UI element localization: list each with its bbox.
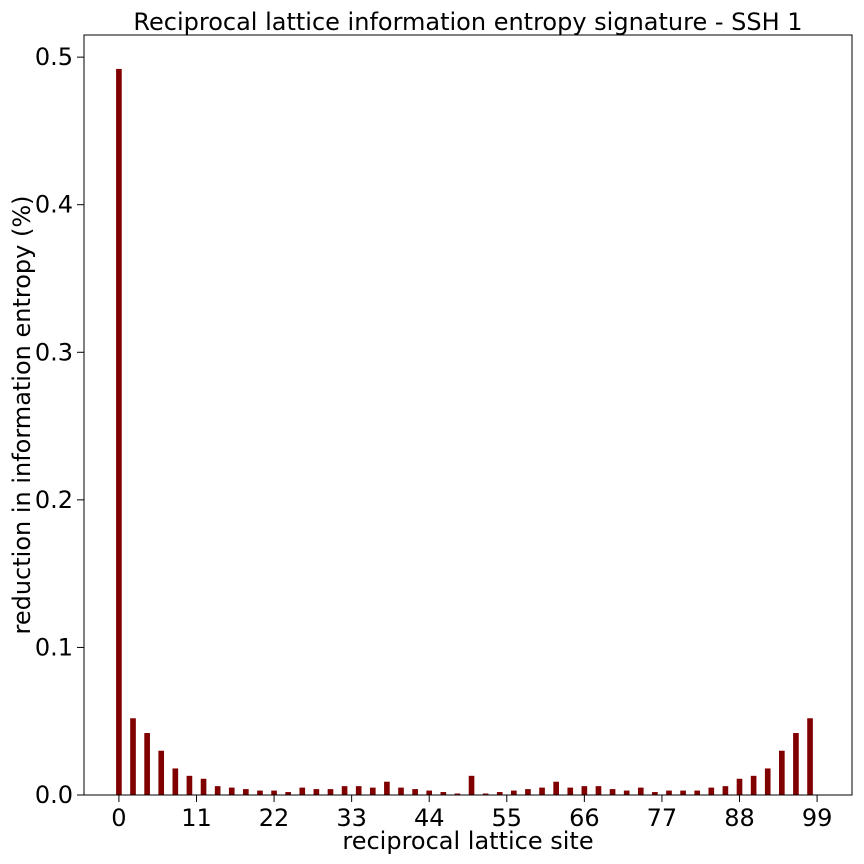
- y-tick-label: 0.1: [35, 633, 73, 661]
- bar: [257, 790, 263, 795]
- bar: [243, 789, 249, 795]
- bar: [623, 790, 630, 795]
- x-tick-label: 22: [259, 804, 290, 832]
- bar: [398, 787, 404, 795]
- x-tick-label: 77: [647, 804, 678, 832]
- bar: [793, 733, 799, 795]
- x-axis-ticks: 0 11 22 33 44 55 66 77 88 99: [111, 795, 832, 832]
- bar: [511, 790, 517, 795]
- x-tick-label: 55: [492, 804, 523, 832]
- bar: [144, 733, 150, 795]
- x-tick-label: 0: [111, 804, 126, 832]
- bar: [581, 786, 588, 795]
- x-tick-label: 11: [181, 804, 212, 832]
- bar: [736, 778, 743, 795]
- y-tick-label: 0.4: [35, 191, 73, 219]
- bar: [567, 787, 574, 795]
- y-tick-label: 0.2: [35, 486, 73, 514]
- bar: [482, 793, 489, 795]
- bar: [694, 790, 701, 795]
- bar: [313, 789, 320, 795]
- x-tick-label: 66: [569, 804, 600, 832]
- bar: [200, 778, 207, 795]
- y-tick-label: 0.3: [35, 338, 73, 366]
- bar: [666, 790, 672, 795]
- bar: [116, 68, 122, 795]
- bar: [708, 787, 715, 795]
- x-tick-label: 44: [414, 804, 445, 832]
- bar: [412, 789, 418, 795]
- bar: [299, 787, 306, 795]
- bar: [214, 786, 221, 795]
- bar: [553, 781, 559, 795]
- bar: [355, 786, 362, 795]
- bar: [637, 787, 644, 795]
- bar: [426, 790, 433, 795]
- bar: [722, 786, 729, 795]
- bar: [327, 789, 334, 795]
- bar: [341, 786, 348, 795]
- x-tick-label: 99: [802, 804, 833, 832]
- bar: [130, 718, 136, 795]
- bars: [116, 68, 813, 795]
- y-tick-label: 0.5: [35, 43, 73, 71]
- bar: [652, 792, 658, 795]
- x-tick-label: 33: [336, 804, 367, 832]
- bar: [750, 775, 757, 795]
- bar: [369, 787, 376, 795]
- bar: [779, 750, 785, 795]
- bar: [496, 792, 503, 795]
- chart-title: Reciprocal lattice information entropy s…: [133, 8, 802, 36]
- bar: [384, 781, 390, 795]
- bar: [440, 792, 447, 795]
- bar: [680, 790, 686, 795]
- plot-frame: [83, 34, 853, 796]
- bar: [454, 793, 461, 795]
- bar: [764, 768, 771, 795]
- x-tick-label: 88: [724, 804, 755, 832]
- bar: [539, 787, 545, 795]
- bar: [525, 789, 531, 795]
- bar: [228, 787, 235, 795]
- bar: [807, 718, 813, 795]
- bar: [271, 790, 277, 795]
- x-axis-label: reciprocal lattice site: [342, 827, 593, 855]
- bar: [609, 789, 616, 795]
- y-axis-label: reduction in information entropy (%): [8, 195, 36, 634]
- bar: [595, 786, 602, 795]
- bar: [158, 750, 165, 795]
- bar: [468, 775, 475, 795]
- bar: [172, 768, 179, 795]
- bar: [285, 792, 291, 795]
- bar: [186, 775, 193, 795]
- y-tick-label: 0.0: [35, 781, 73, 809]
- y-axis-ticks: 0.0 0.1 0.2 0.3 0.4 0.5: [35, 43, 84, 809]
